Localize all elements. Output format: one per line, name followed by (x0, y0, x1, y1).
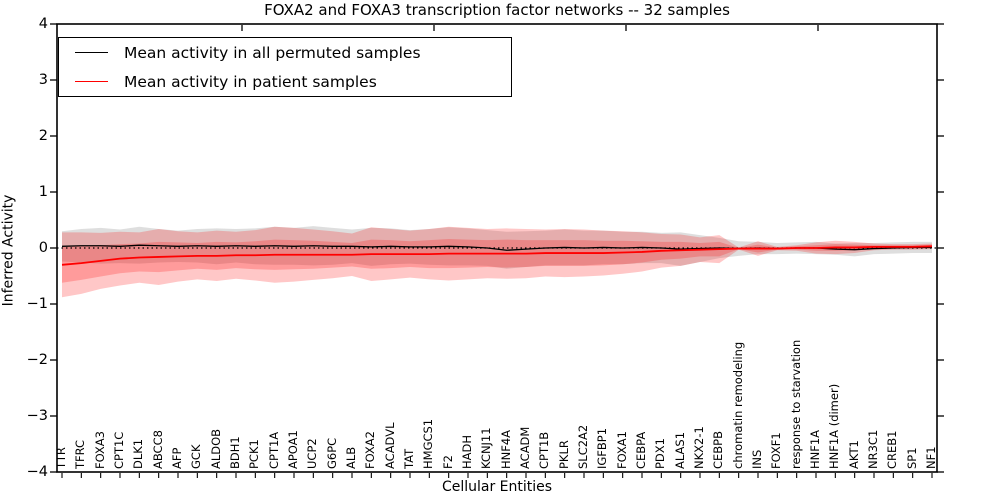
x-axis-label: Cellular Entities (441, 479, 553, 495)
x-tick-label: CPT1B (537, 431, 552, 469)
x-tick-label: response to starvation (788, 339, 803, 469)
legend-line-permuted (75, 52, 108, 53)
x-tick-label: ABCC8 (150, 430, 165, 469)
x-tick-label: ACADM (518, 426, 532, 469)
y-tick-label: 0 (38, 240, 48, 256)
x-tick-label: PKLR (556, 440, 571, 469)
patient-mean-line (61, 245, 933, 266)
x-tick-label: NF1 (924, 446, 938, 469)
x-tick-label: chromatin remodeling (730, 341, 745, 469)
chart-title: FOXA2 and FOXA3 transcription factor net… (264, 1, 730, 19)
y-tick-label: −1 (26, 296, 48, 312)
x-tick-label: GCK (189, 444, 204, 469)
x-tick-label: CPT1C (112, 431, 126, 469)
x-tick-label: CREB1 (885, 430, 900, 470)
legend: Mean activity in all permuted samples Me… (58, 37, 512, 97)
x-tick-label: CEBPB (711, 430, 726, 469)
x-tick-label: ACADVL (382, 422, 397, 470)
x-tick-label: PDX1 (653, 438, 668, 469)
x-tick-label: HADH (460, 434, 474, 469)
x-tick-label: HMGCS1 (421, 418, 436, 469)
x-tick-label: DLK1 (131, 438, 146, 469)
x-tick-label: KCNJ11 (479, 427, 494, 469)
patient-samples-outer-range-band (62, 226, 932, 298)
x-tick-label: SLC2A2 (576, 424, 590, 469)
x-tick-label: TTR (54, 447, 68, 469)
x-tick-label: SP1 (904, 447, 919, 469)
legend-line-patient (75, 81, 108, 82)
x-tick-label: AKT1 (846, 440, 861, 469)
x-tick-label: AFP (170, 447, 184, 469)
x-tick-label: HNF1A (dimer) (827, 383, 842, 469)
x-tick-label: PCK1 (247, 439, 262, 469)
legend-item-patient: Mean activity in patient samples (75, 69, 511, 94)
permuted-samples-range-band (62, 226, 932, 269)
x-tick-label: NR3C1 (866, 429, 880, 469)
x-tick-label: FOXF1 (769, 432, 784, 469)
legend-label-permuted: Mean activity in all permuted samples (124, 43, 421, 62)
legend-item-permuted: Mean activity in all permuted samples (75, 40, 511, 65)
x-tick-label: TAT (402, 448, 416, 469)
x-tick-label: APOA1 (286, 430, 300, 469)
x-tick-label: F2 (440, 455, 455, 469)
x-tick-label: FOXA3 (92, 431, 107, 469)
x-tick-label: HNF1A (808, 429, 822, 469)
x-tick-label: TFRC (73, 439, 88, 469)
y-tick-label: 2 (38, 128, 48, 144)
x-tick-label: ALDOB (208, 428, 223, 469)
x-tick-label: G6PC (324, 437, 339, 469)
x-tick-label: ALAS1 (672, 431, 687, 469)
x-tick-label: BDH1 (228, 436, 242, 469)
y-tick-label: 1 (38, 184, 48, 200)
x-tick-label: UCP2 (305, 438, 320, 469)
x-tick-label: CEBPA (634, 431, 648, 469)
x-tick-label: INS (750, 449, 764, 469)
y-tick-label: −3 (26, 408, 48, 424)
y-tick-label: −2 (26, 352, 48, 368)
y-tick-label: 3 (38, 72, 48, 88)
y-tick-label: −4 (26, 464, 48, 480)
x-tick-label: FOXA2 (363, 431, 378, 469)
legend-label-patient: Mean activity in patient samples (124, 72, 377, 91)
x-tick-label: FOXA1 (614, 431, 629, 469)
y-tick-label: 4 (38, 16, 48, 32)
x-tick-label: CPT1A (266, 431, 281, 469)
x-tick-label: IGFBP1 (595, 427, 610, 469)
x-tick-label: NKX2-1 (692, 426, 706, 469)
x-tick-label: ALB (344, 446, 358, 469)
x-tick-label: HNF4A (498, 429, 513, 469)
